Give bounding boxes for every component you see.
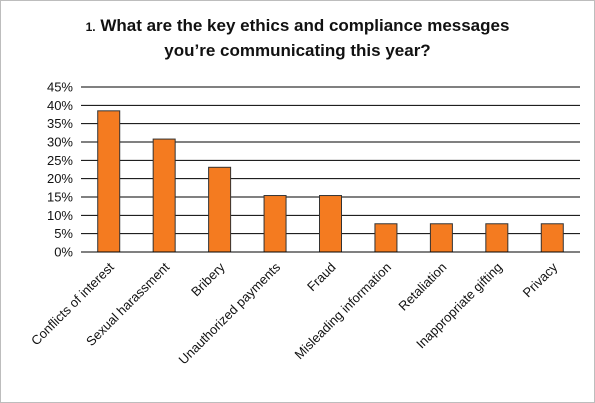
x-category-label: Unauthorized payments	[175, 259, 283, 367]
y-tick-label: 30%	[47, 135, 73, 150]
bars	[97, 110, 564, 253]
x-category-label: Misleading information	[291, 260, 394, 363]
y-tick-label: 5%	[54, 226, 73, 241]
chart-title-line2: you’re communicating this year?	[164, 41, 431, 60]
x-category-label: Fraud	[304, 260, 339, 295]
y-tick-label: 45%	[47, 80, 73, 95]
bar	[485, 223, 509, 253]
y-tick-label: 40%	[47, 98, 73, 113]
x-category-label: Bribery	[188, 259, 228, 299]
bar	[97, 110, 121, 253]
y-tick-label: 10%	[47, 208, 73, 223]
x-category-label: Privacy	[520, 259, 561, 300]
chart-title: 1. What are the key ethics and complianc…	[0, 14, 595, 62]
y-tick-label: 0%	[54, 245, 73, 260]
y-tick-label: 35%	[47, 116, 73, 131]
y-tick-label: 25%	[47, 153, 73, 168]
x-category-label: Retaliation	[395, 260, 449, 314]
bar	[263, 195, 287, 253]
bar	[208, 166, 232, 253]
y-tick-label: 15%	[47, 190, 73, 205]
y-tick-label: 20%	[47, 171, 73, 186]
chart-title-line1: What are the key ethics and compliance m…	[100, 16, 510, 35]
bar	[319, 195, 342, 253]
bar	[429, 223, 453, 253]
bar	[540, 223, 564, 253]
y-axis-ticks: 0% 5% 10% 15% 20% 25% 30% 35% 40% 45%	[47, 80, 73, 260]
bar	[152, 138, 176, 253]
bar	[374, 223, 398, 253]
chart-title-number: 1.	[85, 20, 96, 34]
